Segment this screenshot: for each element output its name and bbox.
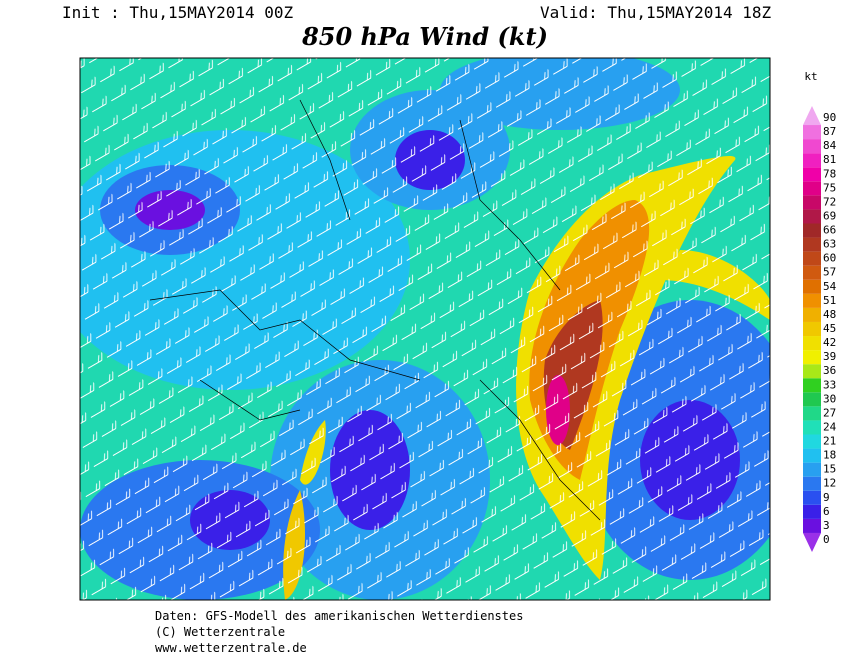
colorbar-label: 57 xyxy=(823,266,836,279)
colorbar-swatch xyxy=(803,237,821,252)
colorbar-swatch xyxy=(803,223,821,238)
colorbar-label: 48 xyxy=(823,308,836,321)
colorbar-swatch xyxy=(803,293,821,308)
colorbar-arrow xyxy=(803,532,821,552)
colorbar-label: 15 xyxy=(823,463,836,476)
colorbar-swatch xyxy=(803,490,821,505)
colorbar-swatch xyxy=(803,195,821,210)
legend-unit: kt xyxy=(804,70,817,83)
colorbar-label: 21 xyxy=(823,435,836,448)
colorbar-label: 9 xyxy=(823,491,830,504)
colorbar-label: 0 xyxy=(823,533,830,546)
wind-map xyxy=(80,58,770,600)
colorbar-swatch xyxy=(803,462,821,477)
colorbar-swatch xyxy=(803,321,821,337)
colorbar-swatch xyxy=(803,139,821,154)
colorbar-swatch xyxy=(803,476,821,491)
colorbar-arrow xyxy=(803,106,821,126)
colorbar-swatch xyxy=(803,181,821,196)
colorbar-label: 30 xyxy=(823,392,836,405)
colorbar-label: 90 xyxy=(823,111,836,124)
map-frame xyxy=(79,57,771,601)
colorbar-label: 63 xyxy=(823,238,836,251)
colorbar-swatch xyxy=(803,265,821,280)
colorbar-label: 81 xyxy=(823,153,836,166)
valid-time: Valid: Thu,15MAY2014 18Z xyxy=(540,3,772,22)
colorbar-swatch xyxy=(803,350,821,365)
colorbar-label: 12 xyxy=(823,477,836,490)
colorbar-label: 39 xyxy=(823,350,836,363)
colorbar-label: 87 xyxy=(823,125,836,138)
colorbar-label: 27 xyxy=(823,406,836,419)
colorbar-label: 60 xyxy=(823,252,836,265)
colorbar-swatch xyxy=(803,420,821,435)
colorbar-swatch xyxy=(803,251,821,266)
colorbar-swatch xyxy=(803,336,821,351)
colorbar-label: 51 xyxy=(823,294,836,307)
footer-copyright: (C) Wetterzentrale xyxy=(155,625,285,639)
colorbar: 0369121518212427303336394245485154576063… xyxy=(803,106,837,552)
colorbar-swatch xyxy=(803,504,821,519)
colorbar-label: 6 xyxy=(823,505,830,518)
init-time: Init : Thu,15MAY2014 00Z xyxy=(62,3,294,22)
colorbar-label: 45 xyxy=(823,322,836,335)
colorbar-label: 42 xyxy=(823,336,836,349)
colorbar-label: 36 xyxy=(823,364,836,377)
colorbar-label: 66 xyxy=(823,224,836,237)
colorbar-swatch xyxy=(803,448,821,463)
colorbar-label: 72 xyxy=(823,195,836,208)
colorbar-swatch xyxy=(803,279,821,294)
colorbar-swatch xyxy=(803,392,821,407)
colorbar-swatch xyxy=(803,434,821,449)
colorbar-swatch xyxy=(803,406,821,421)
colorbar-swatch xyxy=(803,167,821,182)
colorbar-label: 54 xyxy=(823,280,837,293)
colorbar-label: 33 xyxy=(823,378,836,391)
footer-url: www.wetterzentrale.de xyxy=(155,641,307,655)
colorbar-swatch xyxy=(803,209,821,224)
colorbar-swatch xyxy=(803,153,821,168)
colorbar-swatch xyxy=(803,125,821,140)
colorbar-swatch xyxy=(803,307,821,322)
colorbar-label: 84 xyxy=(823,139,837,152)
footer-source: Daten: GFS-Modell des amerikanischen Wet… xyxy=(155,609,523,623)
map-title: 850 hPa Wind (kt) xyxy=(301,22,548,51)
colorbar-label: 18 xyxy=(823,449,836,462)
colorbar-swatch xyxy=(803,518,821,533)
colorbar-swatch xyxy=(803,378,821,393)
colorbar-swatch xyxy=(803,364,821,379)
colorbar-label: 24 xyxy=(823,420,837,433)
colorbar-label: 3 xyxy=(823,519,830,532)
colorbar-label: 78 xyxy=(823,167,836,180)
colorbar-label: 69 xyxy=(823,209,836,222)
colorbar-label: 75 xyxy=(823,181,836,194)
